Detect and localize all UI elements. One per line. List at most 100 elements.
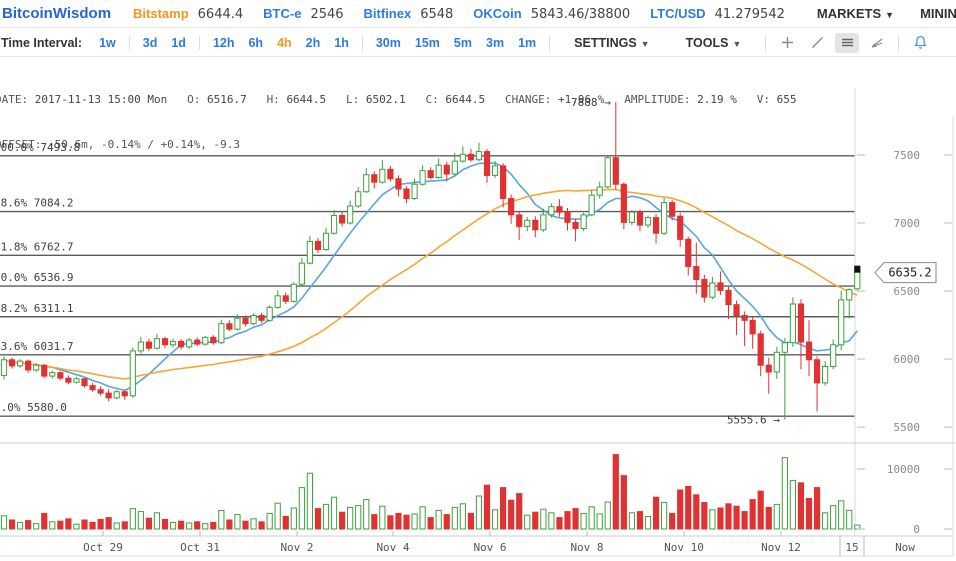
divider (198, 35, 200, 50)
chevron-down-icon: ▼ (640, 38, 650, 49)
svg-text:38.2% 6311.1: 38.2% 6311.1 (0, 302, 73, 315)
svg-text:Nov 6: Nov 6 (473, 541, 506, 554)
interval-button-12h[interactable]: 12h (212, 35, 235, 50)
readout-label: DATE: (0, 93, 29, 106)
svg-text:Nov 4: Nov 4 (376, 541, 409, 554)
svg-text:Nov 12: Nov 12 (761, 541, 801, 554)
ma-slow-line (3, 188, 858, 380)
price-chart[interactable]: 100.0% 7493.8 78.6% 7084.2 61.8% 6762.7 50.… (0, 88, 956, 561)
readout-label: O: (187, 93, 207, 106)
svg-text:78.6% 7084.2: 78.6% 7084.2 (0, 197, 73, 210)
alert-bell-icon[interactable] (908, 33, 932, 53)
market-price: 41.279542 (714, 6, 785, 22)
current-price-badge: 6635.2 (874, 262, 937, 284)
svg-text:7000: 7000 (894, 217, 921, 230)
svg-text:Nov 10: Nov 10 (664, 541, 704, 554)
ohlc-readout: DATE: 2017-11-13 15:00 Mon O: 6516.7 H: … (0, 62, 956, 182)
readout-label: L: (346, 93, 366, 106)
svg-text:5500: 5500 (894, 421, 921, 434)
header-menus: MARKETS▼ MINING▼ Login or Register (817, 6, 956, 21)
svg-text:50.0% 6536.9: 50.0% 6536.9 (0, 271, 73, 284)
market-name-link[interactable]: LTC/USD (650, 5, 706, 21)
interval-button-15m[interactable]: 15m (414, 35, 440, 50)
market-ticker: OKCoin 5843.46/38800 (473, 6, 630, 22)
interval-button-30m[interactable]: 30m (375, 35, 401, 50)
chevron-down-icon: ▼ (885, 10, 895, 20)
divider (361, 35, 363, 50)
interval-button-1m[interactable]: 1m (518, 35, 537, 50)
chevron-down-icon: ▼ (732, 38, 742, 49)
interval-button-2h[interactable]: 2h (305, 35, 321, 50)
svg-text:Oct 31: Oct 31 (180, 541, 220, 554)
readout-label: C: (425, 93, 446, 106)
readout-value: 655 (776, 93, 817, 106)
svg-text:100.0% 7493.8: 100.0% 7493.8 (0, 141, 80, 154)
settings-dropdown[interactable]: SETTINGS ▼ (574, 35, 650, 50)
markets-menu[interactable]: MARKETS ▼ (816, 6, 895, 21)
readout-label: V: (756, 93, 777, 106)
divider (898, 35, 900, 50)
readout-label: AMPLITUDE: (624, 93, 698, 106)
readout-value: 6502.1 (365, 93, 426, 106)
interval-buttons: 1w 3d 1d 12h 6h 4h 2h 1h 30m 15m 5m 3m 1m (92, 35, 543, 50)
market-ticker: BTC-e 2546 (263, 6, 343, 22)
svg-text:7500: 7500 (894, 149, 921, 162)
interval-button-1d[interactable]: 1d (171, 35, 186, 50)
svg-text:Nov 2: Nov 2 (280, 541, 313, 554)
panel-borders (0, 88, 956, 557)
readout-value: 6644.5 (445, 93, 506, 106)
svg-text:6635.2: 6635.2 (888, 266, 931, 280)
price-axis: 7500 7000 6500 6000 5500 10000 0 (857, 149, 952, 536)
readout-value: 6644.5 (286, 93, 347, 106)
candlesticks (0, 102, 861, 420)
svg-text:6500: 6500 (894, 285, 921, 298)
market-name-link[interactable]: Bitstamp (133, 5, 189, 21)
last-price-marker (854, 265, 861, 273)
interval-button-1w[interactable]: 1w (99, 35, 116, 50)
svg-text:Nov 8: Nov 8 (570, 541, 603, 554)
horizontal-lines-icon[interactable] (835, 32, 860, 53)
readout-offset: OFFSET: -50.6m, -0.14% / +0.14%, -9.3 (0, 138, 241, 151)
svg-text:Oct 29: Oct 29 (83, 541, 123, 554)
fan-lines-icon[interactable] (865, 33, 889, 53)
mining-menu[interactable]: MINING▼ (920, 6, 956, 21)
svg-text:0: 0 (913, 523, 920, 536)
market-name-link[interactable]: OKCoin (473, 5, 522, 21)
readout-label: CHANGE: (505, 93, 558, 106)
market-price: 6644.4 (197, 6, 244, 22)
top-header: BitcoinWisdom Bitstamp 6644.4 BTC-e 2546 Bit… (0, 0, 956, 28)
trendline-icon[interactable] (805, 33, 829, 53)
ma-fast-line (3, 162, 858, 392)
moving-average-lines (3, 162, 858, 392)
svg-text:0.0% 5580.0: 0.0% 5580.0 (0, 401, 67, 414)
time-axis: Oct 29 Oct 31 Nov 2 Nov 4 Nov 6 Nov 8 Nov 10 No… (83, 531, 915, 556)
interval-button-4h[interactable]: 4h (277, 35, 292, 50)
interval-button-3d[interactable]: 3d (142, 35, 158, 50)
market-name-link[interactable]: Bitfinex (363, 5, 412, 21)
market-ticker: Bitfinex 6548 (364, 6, 454, 22)
tools-dropdown[interactable]: TOOLS ▼ (685, 35, 742, 50)
divider (765, 35, 767, 50)
market-ticker: LTC/USD 41.279542 (650, 6, 785, 22)
readout-value: 6516.7 (206, 93, 267, 106)
svg-text:6000: 6000 (894, 353, 921, 366)
volume-bars (0, 454, 861, 530)
svg-text:23.6% 6031.7: 23.6% 6031.7 (0, 340, 73, 353)
interval-button-6h[interactable]: 6h (248, 35, 264, 50)
market-name-link[interactable]: BTC-e (263, 5, 302, 21)
interval-button-1h[interactable]: 1h (334, 35, 349, 50)
chart-toolbar: Time Interval: 1w 3d 1d 12h 6h 4h 2h 1h 30m 15m 5m… (0, 29, 956, 57)
svg-text:61.8% 6762.7: 61.8% 6762.7 (0, 240, 73, 253)
time-interval-label: Time Interval: (1, 35, 83, 50)
crosshair-icon[interactable] (775, 33, 799, 53)
interval-button-5m[interactable]: 5m (453, 35, 472, 50)
market-price: 2546 (310, 6, 344, 22)
chart-area: 100.0% 7493.8 78.6% 7084.2 61.8% 6762.7 50.… (0, 88, 956, 561)
svg-text:5555.6 →: 5555.6 → (727, 414, 780, 427)
brand-logo[interactable]: BitcoinWisdom (2, 5, 112, 22)
readout-date-ohlc: DATE: 2017-11-13 15:00 Mon O: 6516.7 H: … (0, 92, 956, 107)
interval-button-3m[interactable]: 3m (486, 35, 505, 50)
readout-value: +1.96 % (558, 93, 625, 106)
divider (549, 35, 551, 50)
